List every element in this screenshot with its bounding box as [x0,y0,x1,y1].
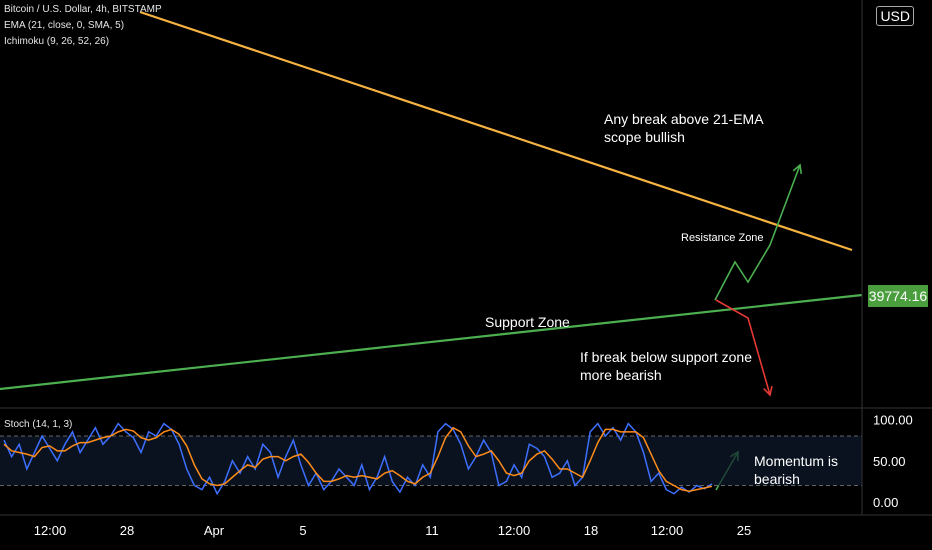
descending-trendline [139,10,853,252]
time-tick-label: 12:00 [651,523,684,538]
stoch-band [0,436,862,486]
stoch-legend: Stoch (14, 1, 3) [4,419,72,430]
time-tick-label: 28 [120,523,134,538]
stochastic-panel: Stoch (14, 1, 3) [0,419,862,496]
current-price-label: 39774.16 [868,285,928,307]
stoch-series-k [3,422,713,496]
bearish-projection-arrow-head [763,386,773,397]
ichimoku-legend: Ichimoku (9, 26, 52, 26) [4,36,110,47]
support-zone-label: Support Zone [485,314,570,330]
ema-legend: EMA (21, close, 0, SMA, 5) [4,20,125,31]
axes: 48000.0046000.0044000.0042000.0040000.00… [0,0,932,538]
trendlines [0,10,863,391]
bullish-projection-arrow-head [792,163,803,175]
symbol-legend: Bitcoin / U.S. Dollar, 4h, BITSTAMP [4,4,162,15]
stoch-series-d [3,426,713,493]
time-tick-label: 11 [425,523,439,538]
time-tick-label: 25 [737,523,751,538]
stoch-tick-label: 50.00 [873,454,906,469]
time-tick-label: 18 [584,523,598,538]
bearish-projection-arrow [715,299,771,396]
time-tick-label: Apr [204,523,225,538]
bearish-annotation: If break below support zone more bearish [580,349,752,383]
ascending-trendline [0,293,863,391]
resistance-zone-label: Resistance Zone [681,232,764,244]
stoch-tick-label: 0.00 [873,495,898,510]
momentum-annotation: Momentum is bearish [754,453,839,487]
time-tick-label: 5 [299,523,306,538]
stoch-tick-label: 100.00 [873,413,913,428]
bullish-annotation: Any break above 21-EMA scope bullish [604,111,763,145]
time-tick-label: 12:00 [498,523,531,538]
bullish-projection-arrow [714,164,801,301]
time-tick-label: 12:00 [34,523,67,538]
currency-button[interactable]: USD [876,6,914,26]
